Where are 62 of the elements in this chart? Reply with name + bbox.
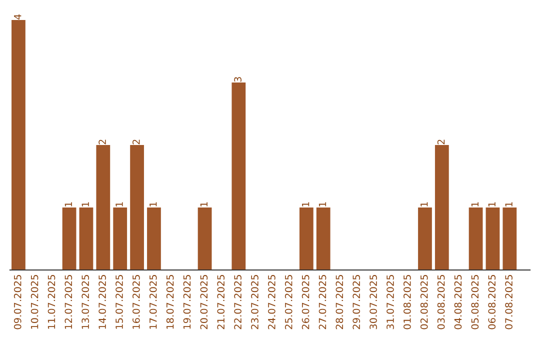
- data-label: 1: [64, 202, 72, 206]
- bar: [62, 208, 76, 270]
- x-tick-label: 28.07.2025: [336, 275, 344, 330]
- data-label: 2: [437, 140, 445, 144]
- x-tick-label: 15.07.2025: [116, 275, 123, 329]
- x-tick-label: 06.08.2025: [488, 275, 496, 330]
- x-tick-label: 18.07.2025: [166, 275, 174, 329]
- x-tick-label: 22.07.2025: [234, 275, 242, 330]
- x-tick-label: 27.07.2025: [318, 275, 326, 330]
- data-label: 1: [505, 202, 512, 206]
- data-label: 1: [150, 202, 157, 206]
- x-tick-label: 05.08.2025: [471, 275, 479, 330]
- bar: [113, 208, 128, 270]
- data-label: 2: [132, 140, 140, 144]
- data-label: 1: [420, 202, 428, 206]
- x-tick-label: 03.08.2025: [437, 275, 445, 330]
- data-label: 1: [116, 202, 123, 206]
- data-label: 4: [14, 14, 22, 20]
- data-label: 1: [471, 202, 478, 206]
- x-tick-label: 26.07.2025: [302, 275, 310, 330]
- x-tick-label: 14.07.2025: [98, 275, 106, 329]
- x-tick-label: 09.07.2025: [14, 275, 22, 330]
- x-tick-label: 13.07.2025: [82, 275, 90, 329]
- data-label: 1: [488, 202, 496, 206]
- data-label: 1: [302, 202, 310, 206]
- x-tick-label: 12.07.2025: [64, 275, 72, 329]
- x-tick-label: 24.07.2025: [268, 275, 276, 330]
- bar: [468, 208, 483, 270]
- x-tick-label: 16.07.2025: [132, 275, 140, 329]
- x-tick-label: 04.08.2025: [454, 275, 462, 330]
- data-label: 1: [200, 202, 208, 206]
- bar: [486, 208, 500, 270]
- x-tick-label: 11.07.2025: [48, 275, 56, 329]
- x-tick-label: 20.07.2025: [200, 275, 208, 330]
- x-tick-label: 19.07.2025: [183, 275, 191, 329]
- bar: [299, 208, 314, 270]
- x-tick-label: 02.08.2025: [420, 275, 428, 330]
- bar: [12, 20, 26, 270]
- bar: [96, 145, 110, 270]
- bar: [418, 208, 432, 270]
- bar: [434, 145, 449, 270]
- bar: [232, 82, 246, 270]
- data-label: 3: [234, 77, 242, 82]
- x-tick-label: 25.07.2025: [284, 275, 292, 330]
- x-tick-label: 10.07.2025: [30, 275, 38, 329]
- x-tick-label: 31.07.2025: [386, 275, 394, 330]
- data-label: 1: [318, 202, 326, 206]
- bar: [316, 208, 330, 270]
- x-tick-label: 30.07.2025: [370, 275, 377, 330]
- data-label: 1: [82, 202, 89, 206]
- x-tick-label: 21.07.2025: [217, 275, 225, 330]
- bar: [502, 208, 517, 270]
- x-tick-label: 07.08.2025: [505, 275, 512, 330]
- x-tick-label: 17.07.2025: [149, 275, 157, 329]
- x-tick-label: 23.07.2025: [251, 275, 258, 330]
- bar: [130, 145, 144, 270]
- bar: [147, 208, 161, 270]
- x-tick-label: 29.07.2025: [352, 275, 360, 330]
- bar: [198, 208, 212, 270]
- x-tick-label: 01.08.2025: [404, 275, 411, 330]
- data-label: 2: [98, 140, 106, 144]
- bar: [79, 208, 94, 270]
